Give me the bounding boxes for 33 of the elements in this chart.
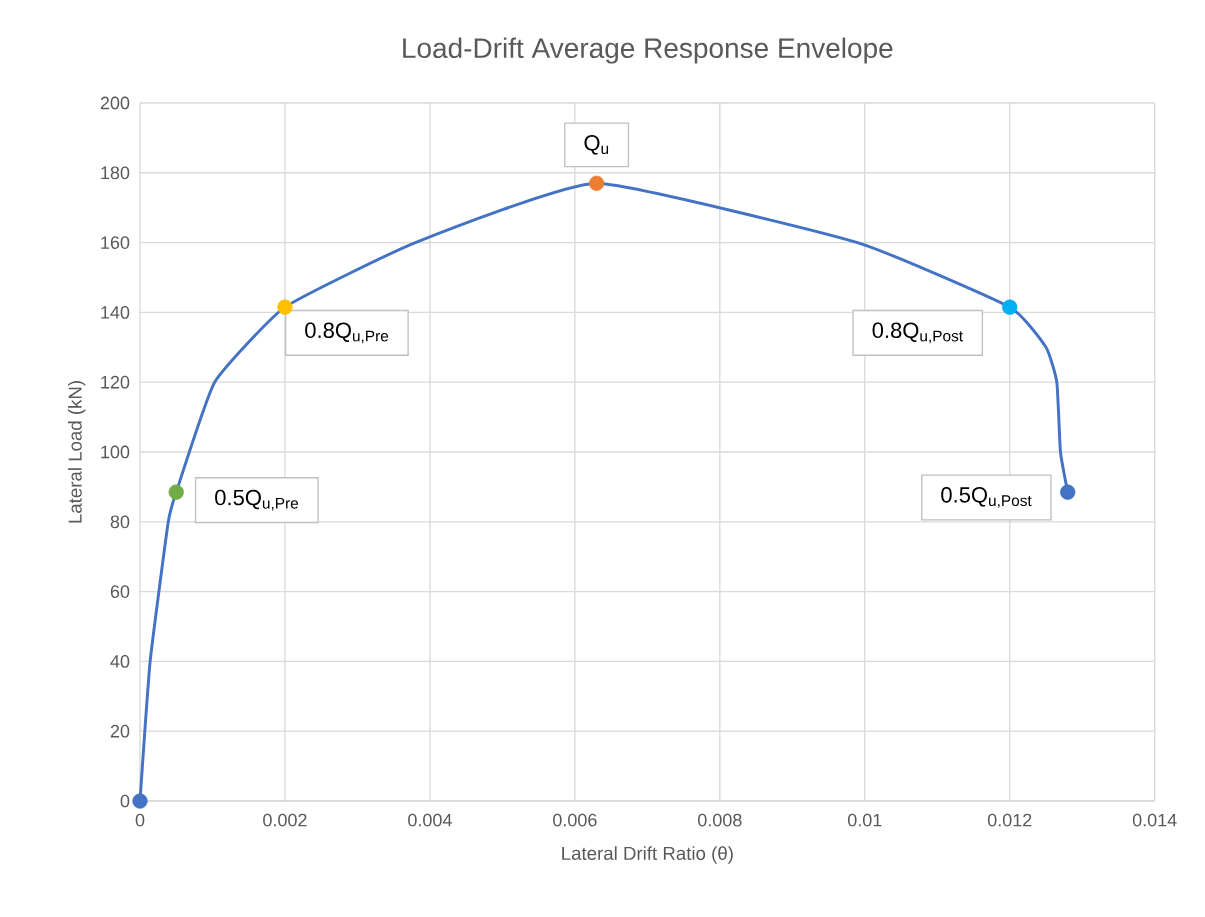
annotation: 0.5Q$_{u,Post}$: [941, 487, 1032, 508]
annotation: 0.8Q$_{u,Post}$: [872, 322, 963, 344]
y-tick-label: 180: [101, 166, 130, 180]
x-tick-label: 0.002: [263, 813, 307, 827]
y-tick-label: 20: [110, 724, 130, 738]
y-tick-label: 140: [101, 306, 130, 319]
point: [132, 793, 148, 809]
y-tick-label: 200: [100, 96, 130, 110]
x-tick-label: 0.014: [1132, 813, 1177, 827]
x-tick-label: 0.012: [987, 813, 1032, 827]
x-axis-title: Lateral Drift Ratio (θ): [562, 846, 733, 864]
chart-title: Load-Drift Average Response Envelope: [403, 37, 893, 64]
y-tick-label: 160: [101, 236, 130, 249]
point: [1002, 299, 1018, 315]
y-tick-label: 60: [110, 585, 130, 598]
point: [1060, 484, 1076, 500]
y-tick-label: 40: [110, 655, 130, 668]
point: [589, 175, 605, 191]
point: [277, 299, 293, 315]
x-tick-label: 0.01: [847, 813, 882, 827]
x-tick-label: 0.008: [698, 813, 742, 827]
y-tick-label: 80: [110, 515, 130, 529]
y-axis-title: Lateral Load (kN): [68, 381, 86, 523]
annotation: Q$_{u}$: [584, 135, 609, 155]
x-tick-label: 0.004: [408, 813, 452, 827]
y-tick-label: 0: [120, 794, 130, 808]
point: [168, 484, 184, 500]
y-tick-label: 100: [101, 445, 130, 459]
x-tick-label: 0.006: [553, 813, 597, 827]
annotation: 0.5Q$_{u,Pre}$: [215, 489, 299, 511]
y-tick-label: 120: [101, 375, 130, 389]
annotation: 0.8Q$_{u,Pre}$: [305, 322, 389, 344]
x-tick-label: 0: [135, 813, 145, 827]
